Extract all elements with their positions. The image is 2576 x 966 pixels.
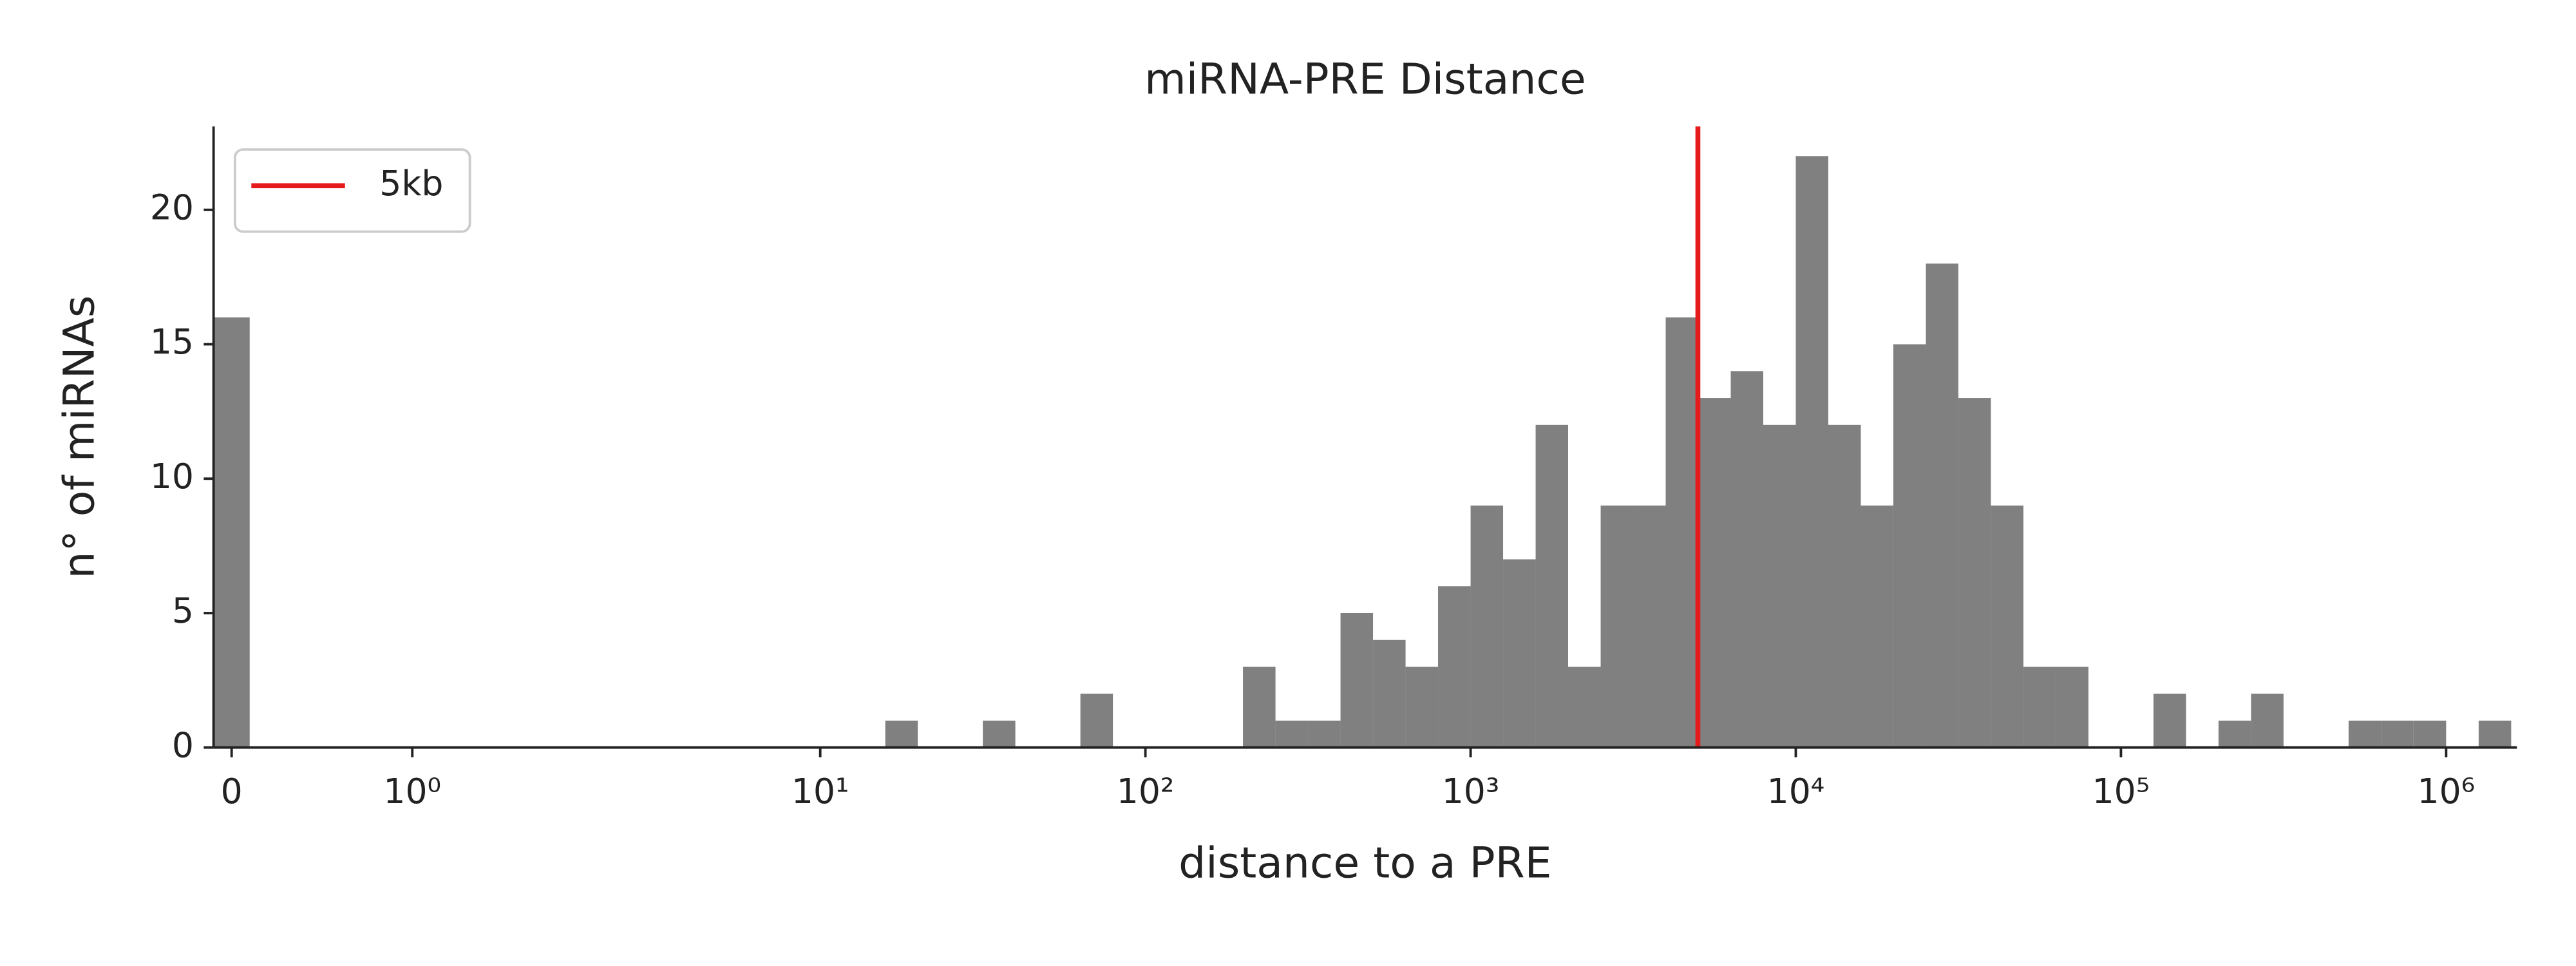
bar bbox=[983, 720, 1016, 748]
legend-label: 5kb bbox=[379, 163, 443, 204]
bar bbox=[2381, 720, 2414, 748]
bar bbox=[2056, 667, 2088, 748]
y-tick-label: 0 bbox=[172, 724, 194, 765]
x-tick-label: 10⁶ bbox=[2418, 771, 2476, 811]
bar bbox=[885, 720, 918, 748]
bar bbox=[1243, 667, 1276, 748]
x-tick-label: 10¹ bbox=[791, 771, 849, 811]
bar bbox=[1405, 667, 1439, 748]
bar bbox=[1991, 506, 2023, 748]
bar bbox=[1958, 398, 1991, 748]
x-tick-label: 10³ bbox=[1442, 771, 1500, 811]
bar bbox=[213, 317, 250, 748]
x-tick-label: 10⁵ bbox=[2092, 771, 2150, 811]
x-tick-label: 10⁴ bbox=[1767, 771, 1825, 811]
bar bbox=[1698, 398, 1731, 748]
bar bbox=[2218, 720, 2251, 748]
y-tick-label: 5 bbox=[172, 591, 194, 631]
legend-box bbox=[233, 148, 471, 233]
bar bbox=[1308, 720, 1341, 748]
y-axis-label: n° of miRNAs bbox=[54, 296, 104, 579]
y-tick-label: 15 bbox=[150, 321, 194, 362]
y-tick-label: 10 bbox=[150, 456, 194, 497]
bar bbox=[2153, 694, 2186, 748]
bar bbox=[1080, 694, 1113, 748]
bar bbox=[2413, 720, 2447, 748]
bar bbox=[1763, 424, 1796, 748]
bar bbox=[1926, 263, 1958, 748]
bar bbox=[1730, 371, 1763, 748]
bar bbox=[1567, 667, 1601, 748]
bar bbox=[1893, 344, 1926, 748]
bar bbox=[1795, 156, 1828, 748]
bar bbox=[1275, 720, 1309, 748]
bar bbox=[1470, 506, 1504, 748]
bar bbox=[1535, 424, 1568, 748]
bar bbox=[1633, 506, 1666, 748]
bar bbox=[1340, 612, 1374, 748]
bar bbox=[2023, 667, 2056, 748]
bar bbox=[1828, 424, 1861, 748]
bar bbox=[1600, 506, 1633, 748]
bar bbox=[2478, 720, 2512, 748]
bar bbox=[1373, 639, 1406, 748]
bar bbox=[1861, 506, 1893, 748]
x-tick-label: 0 bbox=[221, 771, 243, 811]
chart-title: miRNA-PRE Distance bbox=[1144, 54, 1586, 104]
bar bbox=[1665, 317, 1698, 748]
bar bbox=[2251, 694, 2284, 748]
bar bbox=[2348, 720, 2382, 748]
x-tick-label: 10⁰ bbox=[383, 771, 441, 811]
bar bbox=[1438, 586, 1471, 748]
y-tick-label: 20 bbox=[150, 187, 194, 227]
bar bbox=[1503, 559, 1536, 748]
x-axis-label: distance to a PRE bbox=[1179, 837, 1551, 887]
x-tick-label: 10² bbox=[1117, 771, 1175, 811]
